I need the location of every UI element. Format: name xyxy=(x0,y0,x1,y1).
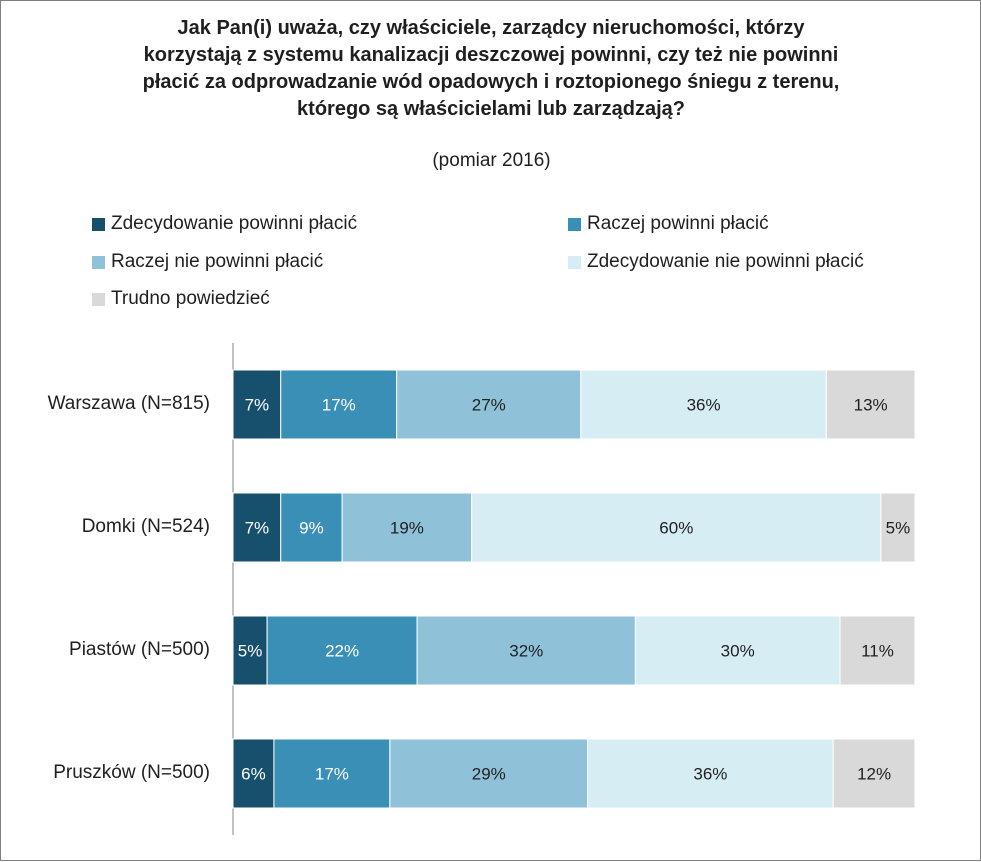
bar-segment-r2-s3 xyxy=(341,492,473,563)
legend-swatch-2 xyxy=(568,217,581,231)
bar-segment-r3-s4 xyxy=(634,615,841,686)
data-label-r3-s2: 22% xyxy=(325,642,359,661)
chart-title-line-2: korzystają z systemu kanalizacji deszczo… xyxy=(143,44,839,66)
bar-segment-r4-s4 xyxy=(587,738,834,809)
legend-label-5: Trudno powiedzieć xyxy=(111,288,270,309)
legend-label-1: Zdecydowanie powinni płacić xyxy=(111,213,358,234)
legend-item-3: Raczej nie powinni płacić xyxy=(92,251,323,273)
bar-segment-r3-s1 xyxy=(232,615,268,686)
bar-segment-r4-s1 xyxy=(232,738,275,809)
data-label-r4-s2: 17% xyxy=(315,765,349,784)
data-label-r1-s1: 7% xyxy=(245,396,270,415)
legend-swatch-4 xyxy=(568,255,581,269)
legend-item-1: Zdecydowanie powinni płacić xyxy=(92,213,357,235)
bar-segment-r1-s1 xyxy=(232,369,282,440)
category-label-piastow: Piastów (N=500) xyxy=(69,639,210,660)
data-label-r4-s1: 6% xyxy=(241,765,266,784)
bar-segment-r4-s2 xyxy=(273,738,391,809)
bar-segment-r3-s3 xyxy=(416,615,636,686)
bar-segment-r4-s5 xyxy=(832,738,916,809)
bar-segment-r2-s5 xyxy=(880,492,916,563)
data-label-r3-s1: 5% xyxy=(238,642,263,661)
data-label-r4-s3: 29% xyxy=(472,765,506,784)
chart-title-line-3: płacić za odprowadzanie wód opadowych i … xyxy=(142,71,840,93)
data-label-r4-s4: 36% xyxy=(693,765,727,784)
bar-segment-r3-s5 xyxy=(839,615,916,686)
data-label-r3-s4: 30% xyxy=(721,642,755,661)
category-label-warszawa: Warszawa (N=815) xyxy=(47,393,210,414)
bar-segment-r1-s5 xyxy=(825,369,916,440)
bar-segment-r1-s2 xyxy=(280,369,398,440)
data-label-r4-s5: 12% xyxy=(857,765,891,784)
category-label-domki: Domki (N=524) xyxy=(81,516,210,537)
category-label-pruszkow: Pruszków (N=500) xyxy=(53,762,210,783)
data-label-r1-s2: 17% xyxy=(322,396,356,415)
data-label-r2-s2: 9% xyxy=(299,519,324,538)
legend-swatch-5 xyxy=(92,292,105,306)
legend-label-3: Raczej nie powinni płacić xyxy=(111,251,324,272)
bars-group: 7% 17% 27% 36% 13% 7% 9% 19% 60% 5% 5% 22% 32% 30% 11%… xyxy=(232,369,916,809)
data-label-r1-s3: 27% xyxy=(472,396,506,415)
legend-item-2: Raczej powinni płacić xyxy=(568,213,769,235)
data-label-r2-s4: 60% xyxy=(659,519,693,538)
chart-subtitle: (pomiar 2016) xyxy=(432,150,551,171)
legend-item-5: Trudno powiedzieć xyxy=(92,288,270,310)
data-label-r1-s5: 13% xyxy=(854,396,888,415)
legend-item-4: Zdecydowanie nie powinni płacić xyxy=(568,251,864,273)
bar-segment-r4-s3 xyxy=(389,738,589,809)
chart-title: Jak Pan(i) uważa, czy właściciele, zarzą… xyxy=(41,15,941,123)
bar-segment-r3-s2 xyxy=(266,615,418,686)
bar-segment-r2-s2 xyxy=(280,492,343,563)
data-label-r2-s3: 19% xyxy=(390,519,424,538)
data-label-r2-s5: 5% xyxy=(886,519,911,538)
data-label-r3-s5: 11% xyxy=(861,642,894,661)
chart-title-line-1: Jak Pan(i) uważa, czy właściciele, zarzą… xyxy=(177,17,805,39)
data-label-r3-s3: 32% xyxy=(509,642,543,661)
chart-title-line-4: którego są właścicielami lub zarządzają? xyxy=(297,98,685,120)
data-label-r1-s4: 36% xyxy=(687,396,721,415)
legend-swatch-1 xyxy=(92,217,105,231)
data-label-r2-s1: 7% xyxy=(245,519,270,538)
bar-segment-r1-s4 xyxy=(580,369,827,440)
legend-label-4: Zdecydowanie nie powinni płacić xyxy=(587,251,864,272)
bar-segment-r2-s1 xyxy=(232,492,282,563)
bar-segment-r2-s4 xyxy=(471,492,882,563)
legend-swatch-3 xyxy=(92,255,105,269)
legend-label-2: Raczej powinni płacić xyxy=(587,213,769,234)
